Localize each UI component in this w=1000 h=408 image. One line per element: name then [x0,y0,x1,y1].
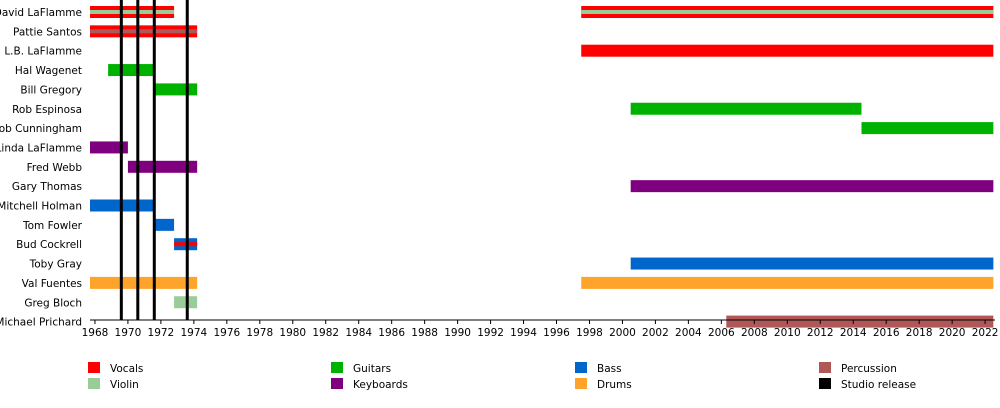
x-axis: 1968 1970 1972 1974 1976 1978 1980 1982 1984 1986… [82,319,999,339]
x-tick-label-1980: 1980 [279,327,306,339]
legend-label-bass: Bass [597,363,622,375]
bar-secondary-bud-cockrell-0 [174,242,198,247]
member-label-rob-cunningham: Rob Cunningham [0,123,82,135]
member-label-tom-fowler: Tom Fowler [22,220,83,232]
bar-secondary-pattie-santos-0 [90,29,198,34]
member-label-mitchell-holman: Mitchell Holman [0,201,82,213]
member-label-michael-prichard: Michael Prichard [0,317,82,329]
x-tick-label-1976: 1976 [213,327,240,339]
x-tick-label-1972: 1972 [148,327,175,339]
bar-toby-gray-0 [630,257,994,270]
x-tick-label-2018: 2018 [906,327,933,339]
bar-michael-prichard-0 [726,315,994,328]
member-label-fred-webb: Fred Webb [27,162,83,174]
x-tick-label-1984: 1984 [345,327,372,339]
bar-gary-thomas-0 [630,180,994,193]
legend-swatch-percussion [819,362,831,373]
bar-rob-cunningham-0 [861,122,994,135]
legend-swatch-vocals [88,362,100,373]
studio-release-lines [119,0,189,320]
x-tick-label-1970: 1970 [115,327,142,339]
bar-val-fuentes-1 [581,276,994,289]
x-tick-label-1974: 1974 [180,327,207,339]
x-tick-label-2016: 2016 [873,327,900,339]
member-label-linda-laflamme: Linda LaFlamme [0,142,82,154]
bar-fred-webb-0 [127,160,198,173]
bar-hal-wagenet-0 [108,64,155,77]
member-label-hal-wagenet: Hal Wagenet [15,65,82,77]
x-tick-label-1988: 1988 [411,327,438,339]
x-tick-label-2000: 2000 [609,327,636,339]
x-tick-label-1998: 1998 [576,327,603,339]
x-tick-label-2004: 2004 [675,327,702,339]
legend-label-keyboards: Keyboards [353,379,408,391]
bar-l-b-laflamme-0 [581,44,994,57]
legend-swatch-drums [575,378,587,389]
x-tick-label-1978: 1978 [246,327,273,339]
member-label-toby-gray: Toby Gray [29,259,82,271]
legend-swatch-violin [88,378,100,389]
x-tick-label-2012: 2012 [807,327,834,339]
legend: Vocals Violin Guitars Keyboards Bass Drums Per… [88,362,916,391]
member-label-l-b-laflamme: L.B. LaFlamme [4,46,82,58]
x-tick-label-1994: 1994 [510,327,537,339]
member-label-bud-cockrell: Bud Cockrell [16,239,82,251]
x-tick-label-2022: 2022 [972,327,999,339]
bar-rob-espinosa-0 [630,102,862,115]
member-label-bill-gregory: Bill Gregory [20,84,82,96]
legend-label-percussion: Percussion [841,363,897,375]
x-tick-label-2014: 2014 [840,327,867,339]
bar-linda-laflamme-0 [90,141,128,154]
legend-swatch-keyboards [331,378,343,389]
x-tick-label-2002: 2002 [642,327,669,339]
legend-swatch-bass [575,362,587,373]
bar-bill-gregory-0 [154,83,198,96]
legend-swatch-studio-release [819,378,831,389]
bar-val-fuentes-0 [90,276,198,289]
x-tick-label-2010: 2010 [774,327,801,339]
x-tick-label-1990: 1990 [444,327,471,339]
x-tick-label-1986: 1986 [378,327,405,339]
x-tick-label-2008: 2008 [741,327,768,339]
legend-label-vocals: Vocals [110,363,143,375]
member-label-val-fuentes: Val Fuentes [22,278,82,290]
member-label-gary-thomas: Gary Thomas [12,181,82,193]
legend-label-studio-release: Studio release [841,379,916,391]
x-tick-label-1992: 1992 [477,327,504,339]
bar-secondary-david-laflamme-1 [581,10,994,14]
x-tick-label-1968: 1968 [82,327,109,339]
bar-greg-bloch-0 [174,296,198,309]
member-label-pattie-santos: Pattie Santos [13,26,82,38]
bar-tom-fowler-0 [154,218,175,231]
x-tick-label-1996: 1996 [543,327,570,339]
bar-secondary-david-laflamme-0 [90,10,175,14]
member-label-greg-bloch: Greg Bloch [24,297,82,309]
legend-label-violin: Violin [110,379,139,391]
member-labels: David LaFlamme Pattie Santos L.B. LaFlamme… [0,7,83,329]
member-bars [90,6,994,328]
legend-swatch-guitars [331,362,343,373]
member-label-rob-espinosa: Rob Espinosa [12,104,82,116]
legend-label-drums: Drums [597,379,632,391]
x-tick-label-1982: 1982 [312,327,339,339]
member-label-david-laflamme: David LaFlamme [0,7,82,19]
x-tick-label-2006: 2006 [708,327,735,339]
x-tick-label-2020: 2020 [939,327,966,339]
legend-label-guitars: Guitars [353,363,391,375]
